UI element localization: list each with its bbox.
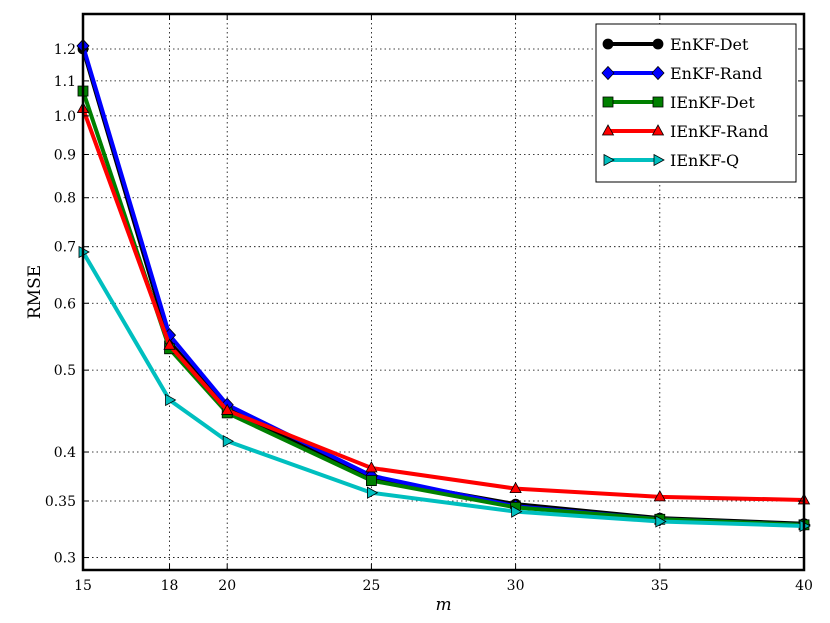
series-layer [76,38,811,533]
legend-entry: EnKF-Rand [601,64,762,83]
legend-label: IEnKF-Rand [670,122,769,141]
legend-entry: IEnKF-Det [602,93,755,112]
data-point [366,486,379,499]
y-tick-label: 0.4 [54,445,76,461]
x-tick-label: 40 [795,578,813,594]
data-point [511,505,523,518]
legend-marker [602,38,614,50]
y-tick-label: 0.7 [54,240,76,256]
y-tick-label: 1.2 [54,42,76,58]
legend-entry: IEnKF-Rand [601,122,769,141]
y-axis-label: RMSE [25,265,45,319]
x-tick-label: 35 [651,578,669,594]
legend-label: EnKF-Det [670,35,749,54]
legend-marker [651,65,665,81]
data-point [653,490,666,502]
x-tick-label: 15 [74,578,92,594]
y-tick-label: 0.6 [54,296,76,312]
legend-marker [601,65,615,81]
x-tick-label: 18 [161,578,179,594]
y-tick-label: 1.0 [54,109,76,125]
data-point [165,393,177,407]
legend-label: EnKF-Rand [670,64,762,83]
y-tick-label: 0.8 [54,191,76,207]
series-IEnKF-Rand [76,101,811,505]
x-tick-label: 25 [362,578,380,594]
ticks: 15 18 20 25 30 35 40 0.3 0.35 0.4 0.5 0.6 0.7 0.8 0.9 1… [45,14,813,594]
plot-frame [81,12,806,572]
legend: EnKF-Det EnKF-Rand IEnKF-Det IEnKF-Rand IEnK… [595,23,797,183]
legend-marker [602,96,614,108]
y-tick-label: 0.9 [54,148,76,164]
legend-entry: IEnKF-Q [603,151,739,170]
x-tick-label: 30 [507,578,525,594]
data-point [365,475,377,487]
data-point [222,434,235,448]
grid [83,14,804,570]
legend-label: IEnKF-Q [670,151,739,170]
legend-marker [603,153,615,167]
legend-marker [652,96,664,108]
x-axis-label: m [435,595,451,615]
legend-label: IEnKF-Det [670,93,755,112]
series-IEnKF-Q [78,245,811,533]
legend-marker [601,124,615,136]
legend-marker [652,38,664,50]
data-point [221,403,234,415]
data-point [365,461,378,473]
legend-marker [651,124,665,136]
legend-marker [653,153,665,167]
y-tick-label: 1.1 [54,74,76,90]
legend-entry: EnKF-Det [602,35,749,54]
data-point [163,338,176,350]
y-tick-label: 0.35 [45,494,76,510]
y-tick-label: 0.5 [54,363,76,379]
y-tick-label: 0.3 [54,551,76,567]
data-point [655,515,667,528]
x-tick-label: 20 [218,578,236,594]
data-point [509,481,522,494]
